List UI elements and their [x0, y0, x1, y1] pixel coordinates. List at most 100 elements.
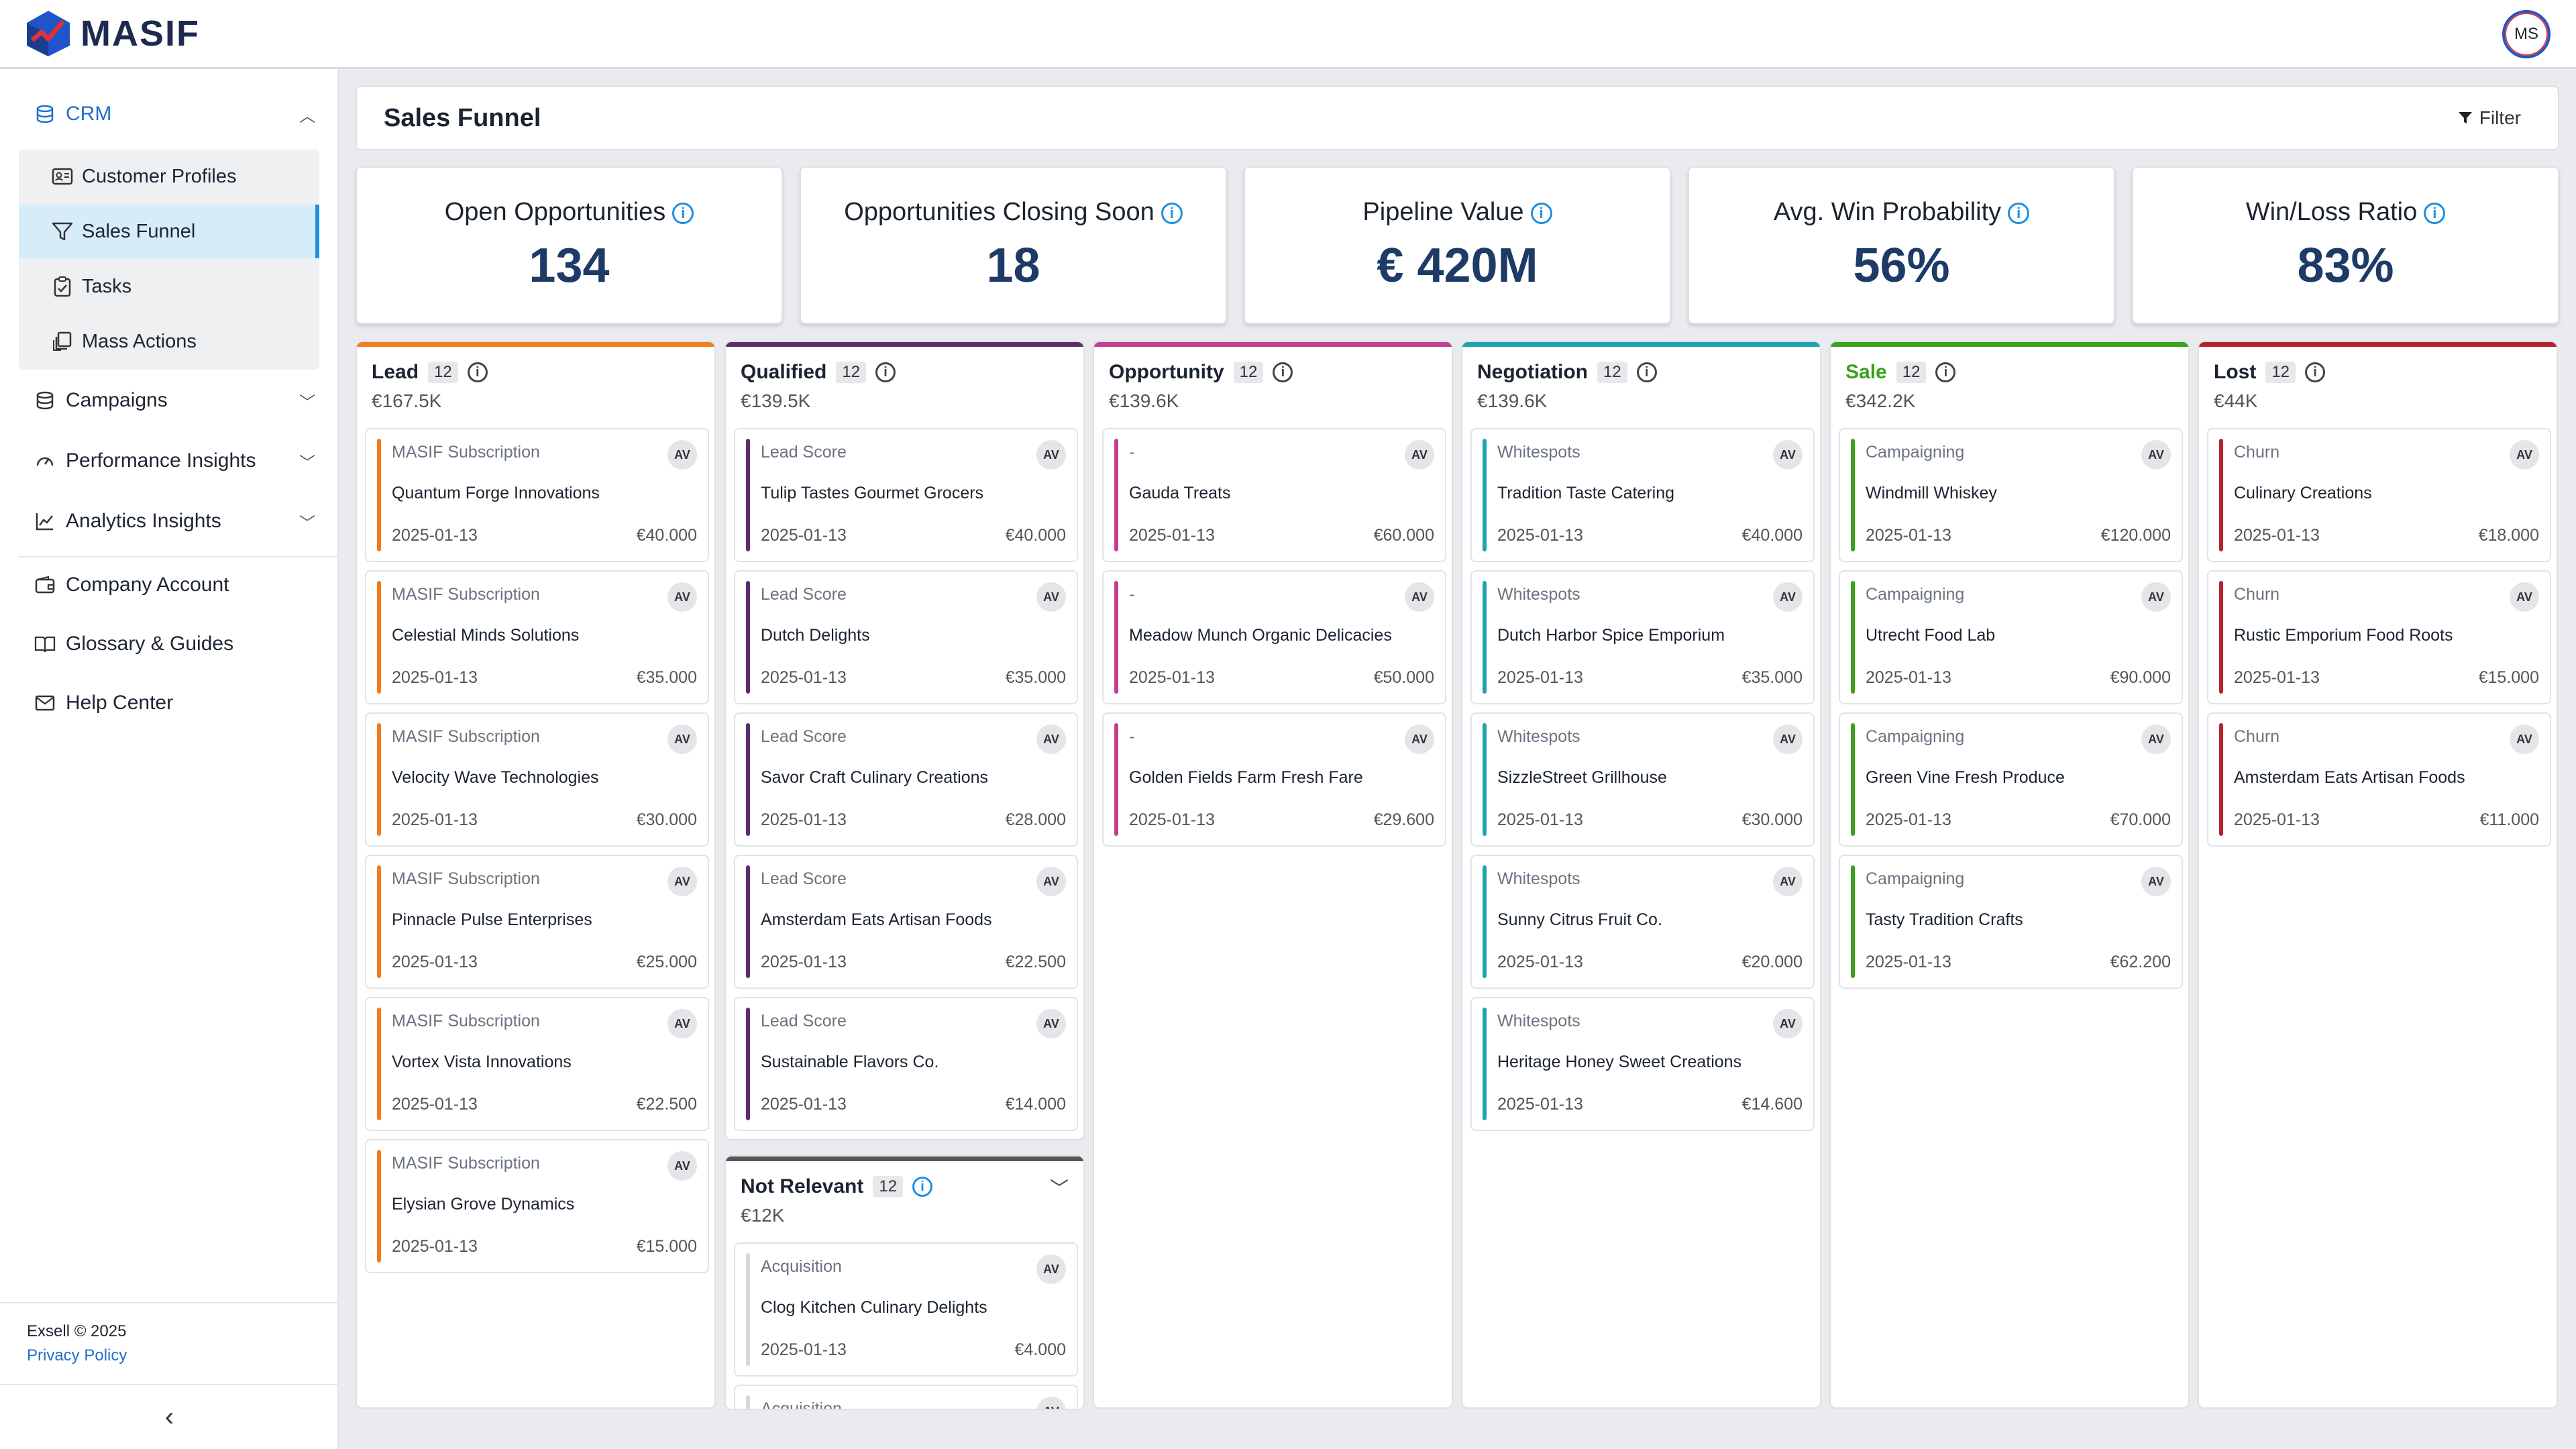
not-relevant-column: Not Relevant 12 i ﹀ €12K Acquisition AV …	[724, 1155, 1085, 1410]
deal-card[interactable]: Whitespots AV SizzleStreet Grillhouse 2025-…	[1470, 712, 1815, 847]
owner-avatar[interactable]: AV	[1773, 440, 1803, 470]
clipboard-icon	[51, 275, 74, 298]
deal-card[interactable]: Acquisition AV	[734, 1385, 1078, 1409]
owner-avatar[interactable]: AV	[667, 582, 697, 612]
deal-card[interactable]: Lead Score AV Dutch Delights 2025-01-13 €35.…	[734, 570, 1078, 704]
owner-avatar[interactable]: AV	[667, 440, 697, 470]
deal-card[interactable]: Campaigning AV Windmill Whiskey 2025-01-13 €…	[1839, 428, 2183, 562]
deal-card[interactable]: Lead Score AV Tulip Tastes Gourmet Grocers…	[734, 428, 1078, 562]
card-amount: €40.000	[1005, 526, 1066, 545]
card-company: Dutch Delights	[761, 626, 870, 645]
nav-glossary-guides[interactable]: Glossary & Guides	[34, 633, 315, 655]
deal-card[interactable]: Campaigning AV Utrecht Food Lab 2025-01-13 €…	[1839, 570, 2183, 704]
info-icon[interactable]: i	[912, 1177, 933, 1197]
deal-card[interactable]: Whitespots AV Sunny Citrus Fruit Co. 2025-0…	[1470, 855, 1815, 989]
info-icon[interactable]: i	[1273, 362, 1293, 382]
info-icon[interactable]: i	[1530, 203, 1552, 224]
card-amount: €70.000	[2110, 810, 2171, 829]
card-date: 2025-01-13	[392, 668, 478, 687]
owner-avatar[interactable]: AV	[2141, 440, 2171, 470]
column-count: 12	[836, 362, 867, 383]
owner-avatar[interactable]: AV	[2141, 867, 2171, 896]
sidebar-item-mass-actions[interactable]: Mass Actions	[19, 315, 319, 368]
logo[interactable]: MASIF	[25, 9, 200, 58]
owner-avatar[interactable]: AV	[1773, 1009, 1803, 1038]
card-company: Golden Fields Farm Fresh Fare	[1129, 768, 1363, 787]
owner-avatar[interactable]: AV	[1773, 582, 1803, 612]
card-category: Campaigning	[1866, 727, 1965, 746]
info-icon[interactable]: i	[2008, 203, 2030, 224]
sidebar-item-tasks[interactable]: Tasks	[19, 260, 319, 313]
owner-avatar[interactable]: AV	[1036, 724, 1066, 754]
deal-card[interactable]: Lead Score AV Sustainable Flavors Co. 2025-…	[734, 997, 1078, 1131]
nav-company-account[interactable]: Company Account	[34, 574, 315, 596]
owner-avatar[interactable]: AV	[667, 724, 697, 754]
owner-avatar[interactable]: AV	[2510, 724, 2539, 754]
owner-avatar[interactable]: AV	[1036, 1009, 1066, 1038]
deal-card[interactable]: MASIF Subscription AV Velocity Wave Techno…	[365, 712, 709, 847]
deal-card[interactable]: - AV Meadow Munch Organic Delicacies 2025-0…	[1102, 570, 1446, 704]
deal-card[interactable]: Churn AV Rustic Emporium Food Roots 2025-01…	[2207, 570, 2551, 704]
owner-avatar[interactable]: AV	[2141, 582, 2171, 612]
chevron-down-icon[interactable]: ﹀	[1049, 1178, 1069, 1199]
owner-avatar[interactable]: AV	[1405, 724, 1434, 754]
owner-avatar[interactable]: AV	[1405, 582, 1434, 612]
deal-card[interactable]: - AV Gauda Treats 2025-01-13 €60.000	[1102, 428, 1446, 562]
owner-avatar[interactable]: AV	[1773, 724, 1803, 754]
owner-avatar[interactable]: AV	[667, 1009, 697, 1038]
owner-avatar[interactable]: AV	[1405, 440, 1434, 470]
info-icon[interactable]: i	[1161, 203, 1183, 224]
owner-avatar[interactable]: AV	[1036, 582, 1066, 612]
column-total: €12K	[741, 1205, 785, 1226]
logo-icon	[27, 11, 70, 56]
nav-performance-insights[interactable]: Performance Insights ﹀	[34, 449, 315, 472]
info-icon[interactable]: i	[2305, 362, 2326, 382]
privacy-policy-link[interactable]: Privacy Policy	[27, 1346, 127, 1364]
owner-avatar[interactable]: AV	[1773, 867, 1803, 896]
deal-card[interactable]: MASIF Subscription AV Pinnacle Pulse Enter…	[365, 855, 709, 989]
info-icon[interactable]: i	[875, 362, 896, 382]
info-icon[interactable]: i	[467, 362, 488, 382]
owner-avatar[interactable]: AV	[667, 1151, 697, 1181]
nav-help-center[interactable]: Help Center	[34, 692, 315, 714]
card-date: 2025-01-13	[1497, 953, 1583, 971]
info-icon[interactable]: i	[672, 203, 694, 224]
owner-avatar[interactable]: AV	[1036, 1397, 1066, 1409]
owner-avatar[interactable]: AV	[1036, 867, 1066, 896]
user-avatar[interactable]: MS	[2502, 10, 2551, 58]
nav-analytics-insights[interactable]: Analytics Insights ﹀	[34, 510, 315, 533]
deal-card[interactable]: MASIF Subscription AV Quantum Forge Innova…	[365, 428, 709, 562]
owner-avatar[interactable]: AV	[1036, 1254, 1066, 1284]
deal-card[interactable]: Whitespots AV Heritage Honey Sweet Creatio…	[1470, 997, 1815, 1131]
info-icon[interactable]: i	[1636, 362, 1657, 382]
deal-card[interactable]: Acquisition AV Clog Kitchen Culinary Del…	[734, 1242, 1078, 1377]
kpi-label: Avg. Win Probability	[1773, 198, 2002, 226]
collapse-sidebar-button[interactable]: ‹	[0, 1384, 339, 1449]
deal-card[interactable]: Lead Score AV Amsterdam Eats Artisan Foods…	[734, 855, 1078, 989]
filter-button[interactable]: Filter	[2458, 107, 2521, 129]
owner-avatar[interactable]: AV	[2510, 582, 2539, 612]
deal-card[interactable]: Campaigning AV Green Vine Fresh Produce 202…	[1839, 712, 2183, 847]
deal-card[interactable]: Whitespots AV Tradition Taste Catering 2025…	[1470, 428, 1815, 562]
deal-card[interactable]: Campaigning AV Tasty Tradition Crafts 2025-…	[1839, 855, 2183, 989]
owner-avatar[interactable]: AV	[2510, 440, 2539, 470]
nav-campaigns[interactable]: Campaigns ﹀	[34, 389, 315, 412]
deal-card[interactable]: MASIF Subscription AV Celestial Minds Solu…	[365, 570, 709, 704]
info-icon[interactable]: i	[1935, 362, 1956, 382]
card-category: Whitespots	[1497, 585, 1580, 604]
deal-card[interactable]: MASIF Subscription AV Vortex Vista Innovat…	[365, 997, 709, 1131]
sidebar-item-customer-profiles[interactable]: Customer Profiles	[19, 150, 319, 203]
deal-card[interactable]: Whitespots AV Dutch Harbor Spice Emporium 2…	[1470, 570, 1815, 704]
sidebar-item-sales-funnel[interactable]: Sales Funnel	[19, 205, 319, 258]
nav-crm[interactable]: CRM ︿	[34, 103, 315, 125]
owner-avatar[interactable]: AV	[1036, 440, 1066, 470]
deal-card[interactable]: Churn AV Amsterdam Eats Artisan Foods 2025-…	[2207, 712, 2551, 847]
owner-avatar[interactable]: AV	[2141, 724, 2171, 754]
info-icon[interactable]: i	[2424, 203, 2446, 224]
deal-card[interactable]: MASIF Subscription AV Elysian Grove Dynami…	[365, 1139, 709, 1273]
deal-card[interactable]: Lead Score AV Savor Craft Culinary Creatio…	[734, 712, 1078, 847]
database-icon	[34, 103, 56, 125]
owner-avatar[interactable]: AV	[667, 867, 697, 896]
deal-card[interactable]: Churn AV Culinary Creations 2025-01-13 €18.0…	[2207, 428, 2551, 562]
deal-card[interactable]: - AV Golden Fields Farm Fresh Fare 2025-01-…	[1102, 712, 1446, 847]
